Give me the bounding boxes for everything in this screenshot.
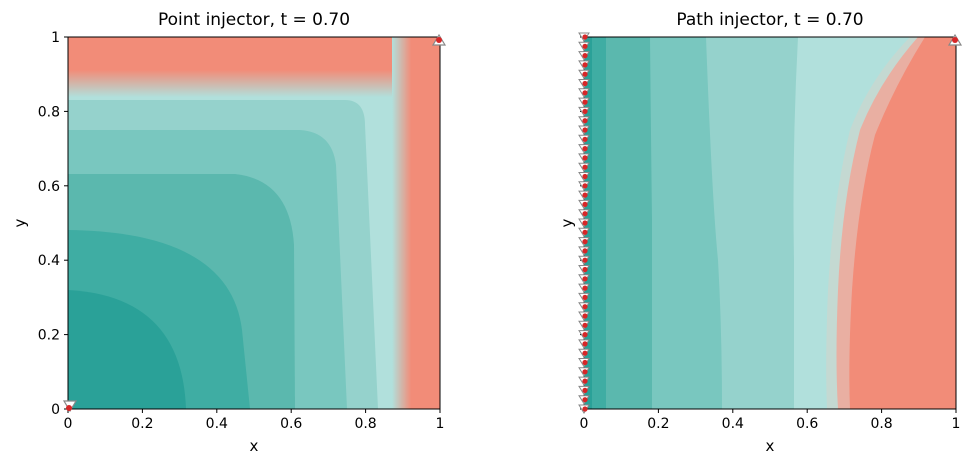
injector-marker bbox=[62, 400, 78, 413]
axis-ticks: 0 0.2 0.4 0.6 0.8 1 bbox=[580, 36, 961, 432]
injector-dot bbox=[582, 359, 588, 366]
injector-dot bbox=[582, 146, 588, 152]
injector-dot bbox=[582, 322, 588, 328]
producer-marker bbox=[947, 33, 963, 46]
injector-dot bbox=[582, 257, 588, 263]
injector-dot bbox=[582, 294, 588, 300]
y-tick-label: 1 bbox=[51, 30, 60, 46]
x-tick-label: 0.6 bbox=[796, 416, 818, 432]
injector-dot bbox=[582, 229, 588, 235]
x-tick-label: 0.4 bbox=[206, 416, 228, 432]
injector-dot bbox=[582, 192, 588, 198]
producer-marker bbox=[431, 33, 447, 46]
x-tick-label: 0.6 bbox=[280, 416, 302, 432]
injector-dot bbox=[582, 369, 588, 375]
x-tick-label: 0.8 bbox=[870, 416, 892, 432]
y-tick-label: 0 bbox=[51, 402, 60, 418]
injector-dot bbox=[582, 155, 588, 161]
injector-dot bbox=[582, 350, 588, 356]
injector-dot bbox=[582, 71, 588, 77]
injector-dot bbox=[582, 99, 588, 105]
front-right bbox=[392, 37, 440, 409]
front-top bbox=[68, 37, 440, 97]
injector-dot bbox=[582, 108, 588, 114]
contour-field bbox=[68, 37, 440, 409]
injector-dot bbox=[582, 127, 588, 133]
injector-dot bbox=[582, 397, 588, 403]
injector-dot bbox=[582, 220, 588, 226]
panel-path-injector: Path injector, t = 0.70 0 0.2 0.4 0.6 0.… bbox=[558, 10, 963, 455]
injector-dot bbox=[582, 378, 588, 384]
injector-dot bbox=[582, 387, 588, 393]
x-tick-label: 0 bbox=[64, 416, 73, 432]
injector-dot bbox=[582, 304, 588, 310]
panel-point-injector: Point injector, t = 0.70 0 0.2 0.4 0.6 0… bbox=[11, 10, 447, 455]
y-tick-label: 0.2 bbox=[38, 328, 60, 344]
producer-dot bbox=[436, 37, 442, 43]
injector-dot bbox=[582, 276, 588, 282]
injector-dot bbox=[582, 239, 588, 245]
x-tick-label: 0.2 bbox=[131, 416, 153, 432]
injector-dot bbox=[582, 62, 588, 68]
injector-dot bbox=[582, 285, 588, 291]
injector-dot bbox=[582, 80, 588, 87]
y-axis-label: y bbox=[558, 218, 576, 227]
injector-dot bbox=[582, 266, 588, 273]
x-tick-label: 0.2 bbox=[647, 416, 669, 432]
x-tick-label: 1 bbox=[952, 416, 961, 432]
x-tick-label: 0.8 bbox=[354, 416, 376, 432]
x-axis-label: x bbox=[766, 437, 775, 455]
y-tick-label: 0.8 bbox=[38, 104, 60, 120]
injector-dot bbox=[582, 53, 588, 59]
chart-title: Path injector, t = 0.70 bbox=[676, 10, 863, 30]
x-tick-label: 0 bbox=[580, 416, 589, 432]
plot-frame bbox=[67, 36, 441, 410]
injector-path-markers bbox=[578, 32, 590, 414]
injector-dot bbox=[582, 248, 588, 254]
injector-dot bbox=[582, 136, 588, 142]
x-tick-label: 0.4 bbox=[722, 416, 744, 432]
y-axis-label: y bbox=[11, 218, 29, 227]
axis-ticks: 0 0.2 0.4 0.6 0.8 1 0 0.2 0.4 0.6 0.8 1 bbox=[38, 30, 445, 432]
injector-dot bbox=[582, 406, 588, 412]
injector-dot bbox=[582, 201, 588, 207]
injector-dot bbox=[582, 341, 588, 347]
injector-dot bbox=[582, 183, 588, 189]
contour-field bbox=[584, 37, 956, 409]
injector-dot bbox=[582, 211, 588, 217]
x-axis-label: x bbox=[250, 437, 259, 455]
injector-dot bbox=[582, 313, 588, 319]
injector-dot bbox=[582, 90, 588, 96]
y-tick-label: 0.4 bbox=[38, 253, 60, 269]
injector-dot bbox=[582, 118, 588, 124]
producer-dot bbox=[952, 37, 958, 43]
injector-dot bbox=[582, 164, 588, 170]
y-tick-label: 0.6 bbox=[38, 179, 60, 195]
injector-dot bbox=[582, 43, 588, 49]
x-tick-label: 1 bbox=[436, 416, 445, 432]
injector-dot bbox=[582, 173, 588, 180]
injector-dot bbox=[582, 34, 588, 40]
chart-title: Point injector, t = 0.70 bbox=[158, 10, 350, 30]
injector-dot bbox=[582, 332, 588, 338]
injector-dot bbox=[66, 405, 72, 411]
contour-band-1 bbox=[68, 290, 186, 409]
